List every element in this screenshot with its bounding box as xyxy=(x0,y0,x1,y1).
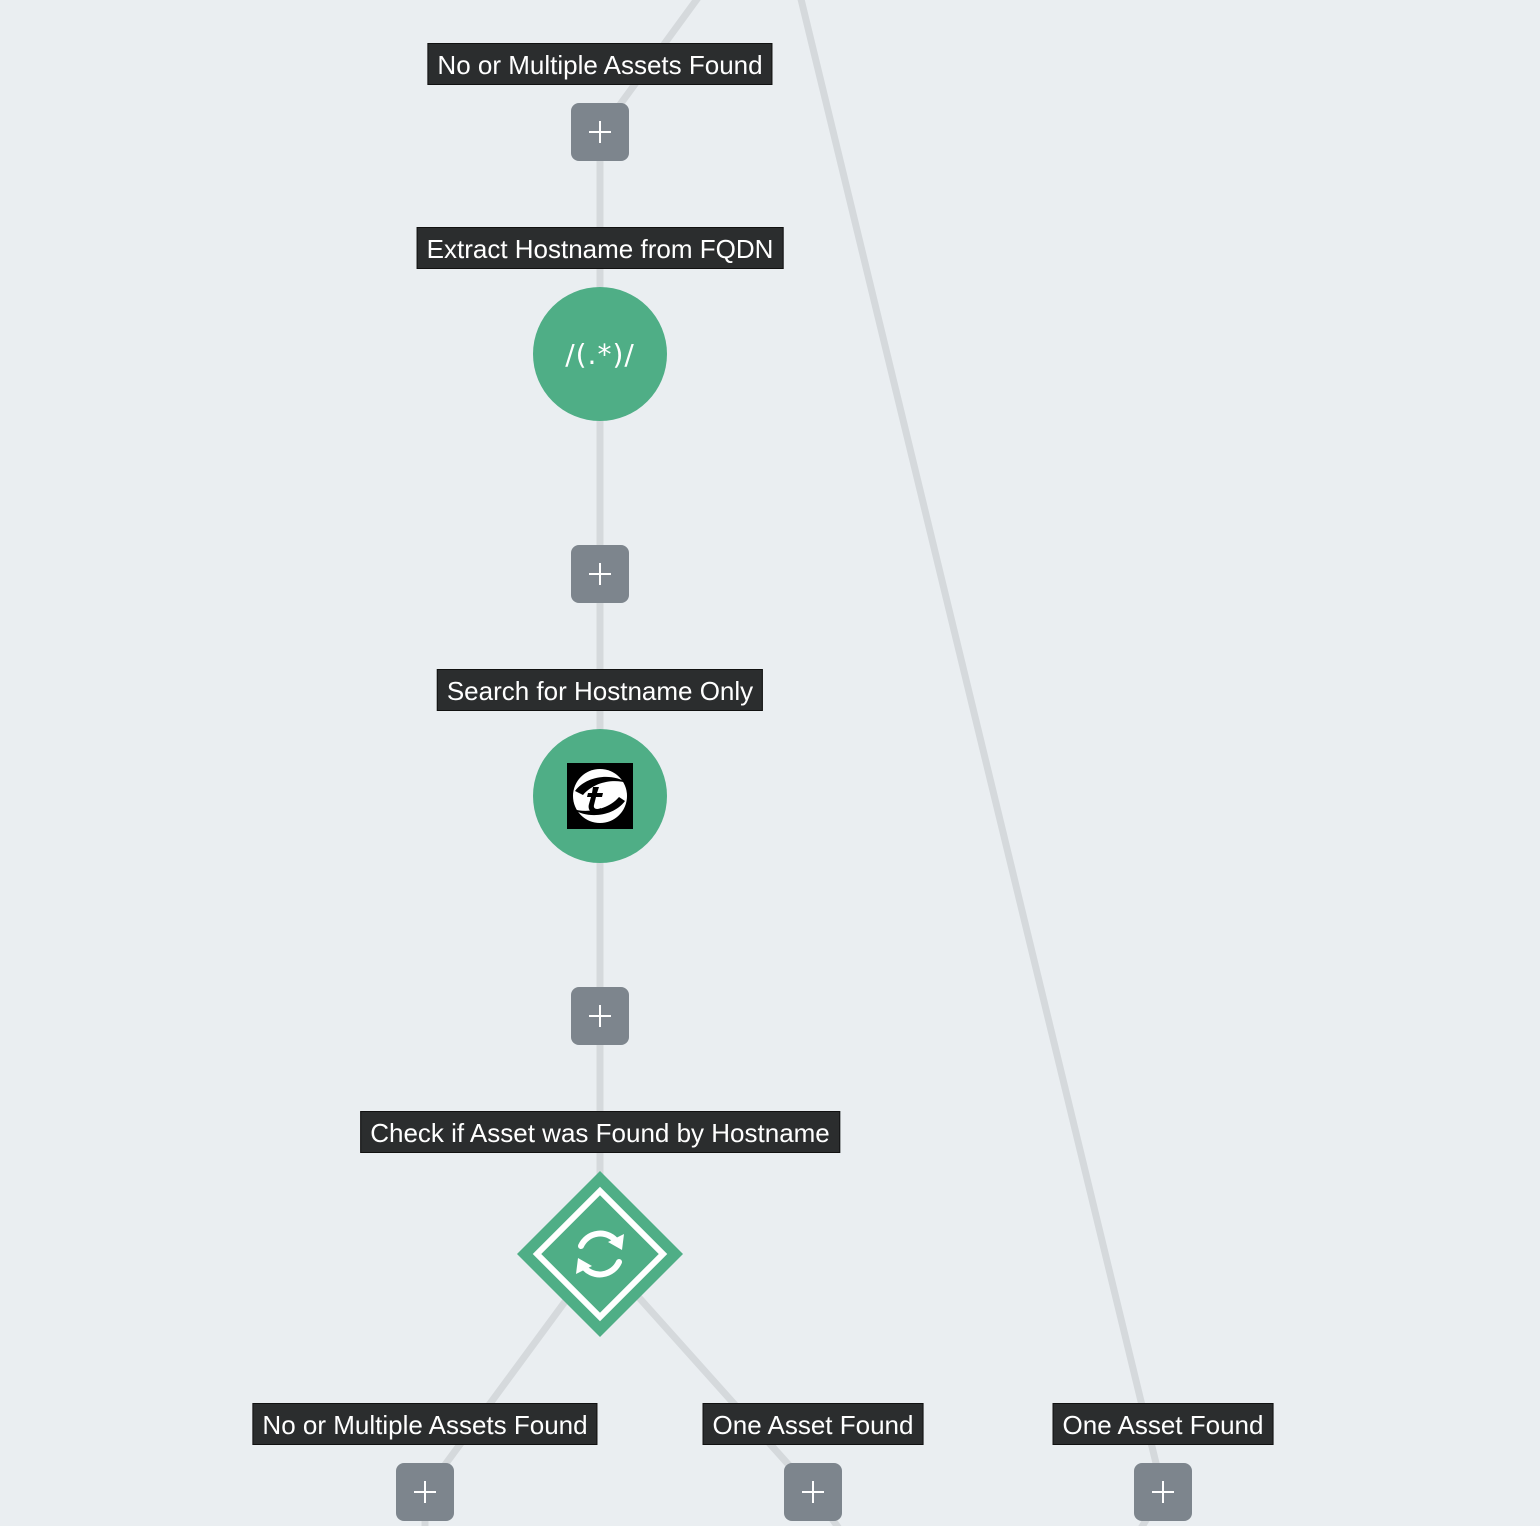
step-label-check-asset[interactable]: Check if Asset was Found by Hostname xyxy=(360,1111,840,1153)
add-step-button-mid[interactable] xyxy=(784,1463,842,1521)
add-step-button-2[interactable] xyxy=(571,545,629,603)
plus-icon xyxy=(589,563,611,585)
plus-icon xyxy=(414,1481,436,1503)
branch-label-one-asset-right[interactable]: One Asset Found xyxy=(1052,1403,1274,1445)
branch-label-one-asset-mid[interactable]: One Asset Found xyxy=(702,1403,924,1445)
add-step-button-right[interactable] xyxy=(1134,1463,1192,1521)
step-label-extract-hostname[interactable]: Extract Hostname from FQDN xyxy=(416,227,784,269)
add-step-button-1[interactable] xyxy=(571,103,629,161)
regex-step-node[interactable]: /(.*)/ xyxy=(533,287,667,421)
vendor-logo-icon xyxy=(567,763,633,829)
branch-label-no-or-multiple-bottom[interactable]: No or Multiple Assets Found xyxy=(252,1403,598,1445)
add-step-button-3[interactable] xyxy=(571,987,629,1045)
plus-icon xyxy=(802,1481,824,1503)
search-step-node[interactable] xyxy=(533,729,667,863)
plus-icon xyxy=(589,1005,611,1027)
connector-long-diagonal xyxy=(797,0,1167,1496)
regex-icon: /(.*)/ xyxy=(565,337,635,371)
add-step-button-left[interactable] xyxy=(396,1463,454,1521)
step-label-search-hostname[interactable]: Search for Hostname Only xyxy=(436,669,764,711)
plus-icon xyxy=(589,121,611,143)
sync-icon xyxy=(578,1230,622,1278)
branch-label-no-or-multiple-top[interactable]: No or Multiple Assets Found xyxy=(427,43,773,85)
plus-icon xyxy=(1152,1481,1174,1503)
